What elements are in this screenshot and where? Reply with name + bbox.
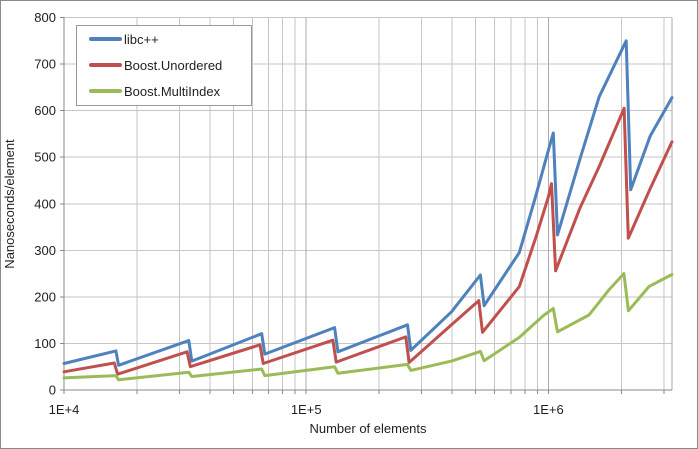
legend-box: libc++ Boost.Unordered Boost.MultiIndex <box>76 25 252 106</box>
x-tick-label: 1E+6 <box>533 402 564 417</box>
y-tick-label: 100 <box>34 336 56 351</box>
series-line-boost-unordered <box>62 106 674 376</box>
y-tick-label: 500 <box>34 150 56 165</box>
x-tick-label: 1E+5 <box>291 402 322 417</box>
legend-label: Boost.MultiIndex <box>124 83 221 99</box>
legend-swatch-icon <box>89 89 122 93</box>
y-tick-label: 800 <box>34 10 56 25</box>
y-axis-title: Nanoseconds/element <box>2 139 17 269</box>
series-line-libc- <box>62 39 674 367</box>
y-tick-label: 600 <box>34 103 56 118</box>
y-tick-label: 200 <box>34 289 56 304</box>
y-tick-label: 700 <box>34 57 56 72</box>
y-tick-label: 300 <box>34 243 56 258</box>
legend-label: Boost.Unordered <box>124 57 223 73</box>
y-tick-label: 400 <box>34 196 56 211</box>
series-line-boost-multiindex <box>62 272 674 382</box>
legend-swatch-icon <box>89 63 122 67</box>
legend-item: Boost.Unordered <box>77 52 251 78</box>
legend-swatch-icon <box>89 37 122 41</box>
legend-item: libc++ <box>77 26 251 52</box>
y-tick-label: 0 <box>49 383 56 398</box>
legend-label: libc++ <box>124 31 159 47</box>
legend-item: Boost.MultiIndex <box>77 78 251 104</box>
x-tick-label: 1E+4 <box>49 402 80 417</box>
x-axis-title: Number of elements <box>309 421 427 436</box>
